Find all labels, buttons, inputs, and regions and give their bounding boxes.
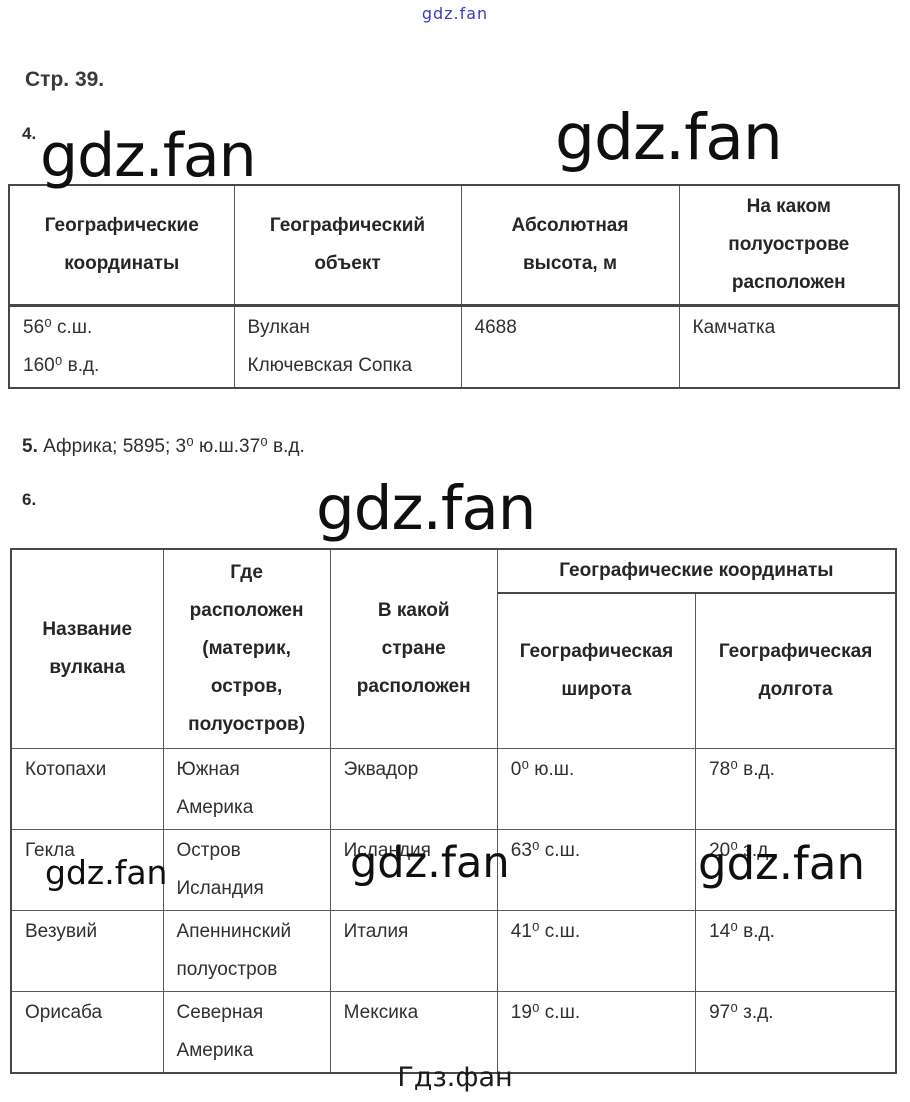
page-title: Стр. 39. [25,68,105,91]
cell-object: Вулкан Ключевская Сопка [233,305,462,389]
cell-latitude: 19⁰ с.ш. [496,991,697,1074]
cell-volcano-name: Везувий [10,910,164,992]
cell-volcano-name: Гекла [10,829,164,911]
task-4-label: 4. [22,124,37,143]
task-5-answer: Африка; 5895; 3⁰ ю.ш.37⁰ в.д. [37,436,305,457]
col-header-peninsula: На каком полуострове расположен [678,184,900,307]
watermark-row-right: gdz.fan [698,837,865,890]
task-5-line: 5. Африка; 5895; 3⁰ ю.ш.37⁰ в.д. [22,435,305,458]
col-header-latitude: Географическая широта [496,592,697,749]
cell-longitude: 97⁰ з.д. [695,991,897,1074]
table-task4: Географические координаты Географический… [8,184,900,389]
watermark-big-right: gdz.fan [555,101,783,174]
cell-longitude: 14⁰ в.д. [695,910,897,992]
table-row: Географические координаты Географический… [8,184,900,307]
table-row: Название вулкана Где расположен (материк… [10,548,897,749]
cell-country: Мексика [329,991,498,1074]
cell-country: Эквадор [329,748,498,830]
watermark-row-center: gdz.fan [350,838,510,888]
cell-volcano-name: Орисаба [10,991,164,1074]
cell-where: Апеннинский полуостров [162,910,331,992]
cell-where: Северная Америка [162,991,331,1074]
table-task6: Название вулкана Где расположен (материк… [10,548,897,1074]
watermark-mid: gdz.fan [316,473,536,544]
cell-where: Южная Америка [162,748,331,830]
col-header-coordinates: Географические координаты [8,184,235,307]
col-header-where: Где расположен (материк, остров, полуост… [162,548,331,749]
cell-coordinates: 56⁰ с.ш. 160⁰ в.д. [8,305,235,389]
col-header-longitude: Географическая долгота [695,592,897,749]
cell-where: Остров Исландия [162,829,331,911]
col-header-country: В какой стране расположен [329,548,498,749]
footer-site-name: Гдз.фан [397,1062,513,1093]
table-row: Котопахи Южная Америка Эквадор 0⁰ ю.ш. 7… [10,748,897,830]
cell-peninsula: Камчатка [678,305,900,389]
cell-latitude: 63⁰ с.ш. [496,829,697,911]
table-row: Географическая широта Географическая дол… [11,592,897,749]
task-5-label: 5. [22,436,38,457]
col-header-object: Географический объект [233,184,462,307]
watermark-top-blue: gdz.fan [421,4,489,23]
cell-longitude: 78⁰ в.д. [695,748,897,830]
col-header-geo-coordinates: Географические координаты [496,548,897,594]
cell-longitude: 20⁰ з.д. [695,829,897,911]
cell-latitude: 0⁰ ю.ш. [496,748,697,830]
cell-volcano-name: Котопахи [10,748,164,830]
cell-country: Италия [329,910,498,992]
watermark-big-left: gdz.fan [40,121,257,191]
col-header-volcano-name: Название вулкана [10,548,164,749]
col-header-height: Абсолютная высота, м [460,184,680,307]
cell-country: Исландия [329,829,498,911]
table-row: Везувий Апеннинский полуостров Италия 41… [10,910,897,992]
table-row: Орисаба Северная Америка Мексика 19⁰ с.ш… [10,991,897,1074]
cell-height: 4688 [460,305,680,389]
watermark-row-left: gdz.fan [45,853,168,892]
task-6-label: 6. [22,490,37,509]
table-row: 56⁰ с.ш. 160⁰ в.д. Вулкан Ключевская Соп… [8,305,900,389]
cell-latitude: 41⁰ с.ш. [496,910,697,992]
table-row: Гекла Остров Исландия Исландия 63⁰ с.ш. … [10,829,897,911]
